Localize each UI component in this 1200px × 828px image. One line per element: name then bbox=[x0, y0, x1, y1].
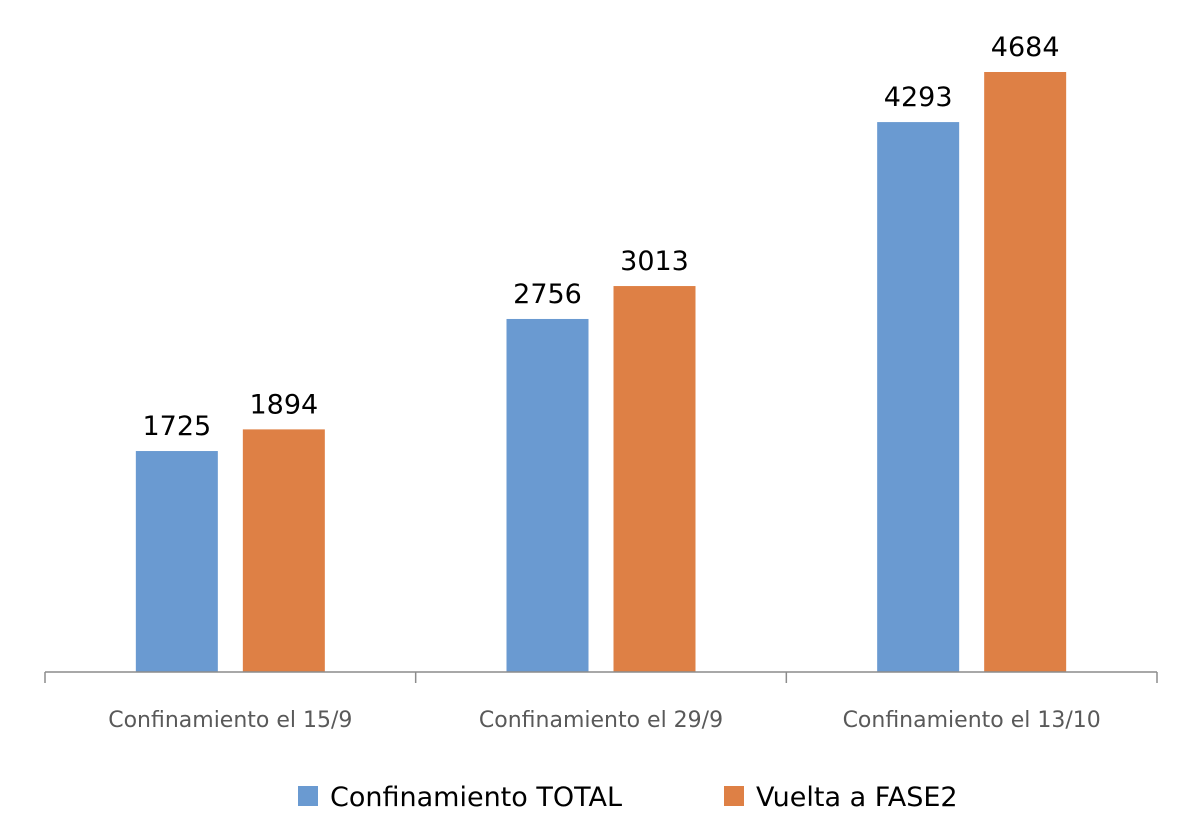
data-label: 1725 bbox=[142, 411, 211, 442]
bar-vuelta-fase2-3 bbox=[984, 72, 1067, 672]
category-label: Confinamiento el 29/9 bbox=[479, 708, 723, 733]
category-label: Confinamiento el 13/10 bbox=[843, 708, 1101, 733]
legend-swatch bbox=[298, 786, 318, 806]
data-label: 3013 bbox=[620, 246, 689, 277]
data-label: 1894 bbox=[249, 389, 318, 420]
bar-confinamiento-total-1 bbox=[135, 451, 218, 672]
bar-confinamiento-total-3 bbox=[877, 122, 960, 673]
data-label: 4293 bbox=[884, 82, 953, 113]
data-label: 4684 bbox=[991, 32, 1060, 63]
legend-label: Vuelta a FASE2 bbox=[756, 782, 958, 813]
category-label: Confinamiento el 15/9 bbox=[108, 708, 352, 733]
bar-vuelta-fase2-2 bbox=[613, 286, 696, 672]
data-labels-layer: 1725 1894 2756 3013 4293 4684 bbox=[142, 32, 1059, 442]
legend-swatch bbox=[724, 786, 744, 806]
bar-confinamiento-total-2 bbox=[506, 318, 589, 672]
x-axis: Confinamiento el 15/9 Confinamiento el 29… bbox=[44, 671, 1158, 733]
bar-vuelta-fase2-1 bbox=[242, 429, 325, 672]
legend: Confinamiento TOTAL Vuelta a FASE2 bbox=[298, 782, 958, 813]
legend-label: Confinamiento TOTAL bbox=[330, 782, 622, 813]
bars-layer bbox=[135, 72, 1067, 673]
data-label: 2756 bbox=[513, 279, 582, 310]
